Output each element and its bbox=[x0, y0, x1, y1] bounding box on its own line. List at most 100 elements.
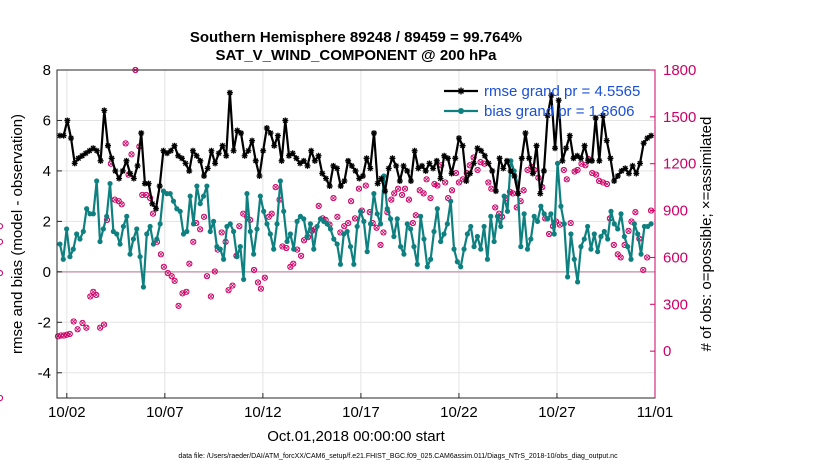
rmse-point bbox=[226, 89, 233, 96]
rmse-point bbox=[389, 155, 396, 162]
rmse-point bbox=[90, 145, 97, 152]
rmse-point bbox=[485, 160, 492, 167]
obs-point-cross bbox=[402, 186, 408, 192]
rmse-point bbox=[370, 130, 377, 137]
obs-point-cross bbox=[330, 195, 336, 201]
bias-point bbox=[474, 233, 481, 240]
bias-point bbox=[458, 264, 464, 270]
rmse-point bbox=[452, 155, 459, 162]
bias-point bbox=[471, 244, 477, 250]
obs-point-circle bbox=[380, 229, 387, 236]
obs-point bbox=[211, 268, 218, 275]
obs-point bbox=[93, 291, 100, 299]
obs-point bbox=[160, 263, 167, 270]
rmse-point bbox=[559, 157, 566, 164]
obs-point bbox=[610, 241, 617, 249]
legend-swatch-marker bbox=[457, 87, 465, 95]
rmse-point bbox=[585, 157, 592, 164]
rmse-point bbox=[186, 167, 193, 174]
rmse-point bbox=[119, 167, 126, 174]
bias-point bbox=[267, 231, 273, 237]
rmse-point bbox=[175, 152, 182, 159]
bias-point bbox=[411, 244, 417, 250]
obs-point bbox=[70, 318, 77, 325]
rmse-point bbox=[138, 130, 145, 137]
bias-point bbox=[90, 211, 96, 217]
rmse-point bbox=[459, 142, 466, 149]
bias-point bbox=[114, 231, 120, 237]
bias-point bbox=[611, 221, 617, 227]
bias-point bbox=[598, 233, 604, 240]
bias-point bbox=[357, 208, 364, 214]
bias-point bbox=[311, 246, 317, 252]
bias-point bbox=[227, 221, 233, 227]
bias-point bbox=[538, 203, 544, 209]
obs-point bbox=[330, 194, 337, 202]
bias-point bbox=[64, 226, 70, 232]
obs-point-cross bbox=[618, 254, 624, 260]
obs-point bbox=[128, 151, 135, 158]
obs-point bbox=[442, 179, 449, 186]
obs-point-circle bbox=[186, 260, 193, 267]
bias-point bbox=[397, 244, 404, 250]
bias-point bbox=[354, 223, 360, 230]
bias-point bbox=[254, 226, 260, 232]
obs-point-cross bbox=[273, 184, 279, 190]
rmse-point bbox=[566, 132, 573, 139]
obs-point-cross bbox=[283, 245, 289, 251]
obs-point bbox=[200, 213, 208, 220]
obs-point-circle bbox=[420, 190, 427, 197]
rmse-point bbox=[430, 165, 437, 172]
obs-point-cross bbox=[80, 320, 85, 326]
bias-point bbox=[84, 206, 90, 212]
obs-point-cross bbox=[363, 183, 369, 189]
obs-point-circle bbox=[603, 180, 611, 188]
rmse-point bbox=[444, 155, 451, 162]
bias-point bbox=[638, 251, 644, 257]
legend-item: bias grand pr = 1.8606 bbox=[444, 103, 635, 120]
bias-point bbox=[521, 211, 527, 217]
obs-point-circle bbox=[283, 244, 290, 252]
rmse-point bbox=[289, 150, 296, 157]
bias-point bbox=[277, 178, 283, 184]
obs-point-cross bbox=[378, 242, 383, 248]
rmse-point bbox=[433, 157, 440, 164]
obs-point-circle bbox=[87, 293, 94, 300]
rmse-point bbox=[171, 142, 178, 149]
obs-point bbox=[272, 184, 279, 191]
obs-point bbox=[268, 210, 275, 217]
obs-point bbox=[488, 185, 495, 192]
bias-point bbox=[531, 213, 537, 219]
obs-point-circle bbox=[388, 196, 395, 203]
obs-point-circle bbox=[74, 326, 81, 333]
bias-point bbox=[601, 228, 607, 235]
obs-point bbox=[582, 162, 589, 169]
rmse-point bbox=[463, 178, 470, 185]
obs-point bbox=[448, 187, 456, 194]
obs-point-cross bbox=[492, 204, 498, 210]
bias-point bbox=[571, 256, 577, 262]
bias-point bbox=[444, 221, 450, 227]
bias-point bbox=[408, 226, 414, 232]
bias-point bbox=[57, 241, 63, 247]
bias-point bbox=[478, 246, 484, 252]
bias-point bbox=[454, 259, 460, 265]
obs-point-cross bbox=[395, 186, 401, 192]
obs-point-circle bbox=[0, 238, 4, 245]
obs-point-circle bbox=[455, 179, 463, 186]
bias-point bbox=[491, 238, 497, 245]
rmse-point bbox=[600, 112, 607, 119]
obs-point bbox=[520, 187, 527, 194]
bias-point bbox=[401, 251, 407, 257]
rmse-point bbox=[182, 160, 189, 167]
bias-point bbox=[304, 233, 310, 240]
obs-point-circle bbox=[0, 269, 4, 277]
rmse-point bbox=[256, 172, 263, 179]
obs-point-cross bbox=[348, 198, 354, 204]
y-axis-right: 0 300 600 900 1200 1500 1800 bbox=[650, 62, 696, 398]
rmse-point bbox=[419, 162, 426, 169]
rmse-point bbox=[101, 107, 108, 114]
obs-point bbox=[229, 282, 236, 289]
rmse-point bbox=[481, 152, 488, 159]
obs-point bbox=[0, 269, 4, 277]
